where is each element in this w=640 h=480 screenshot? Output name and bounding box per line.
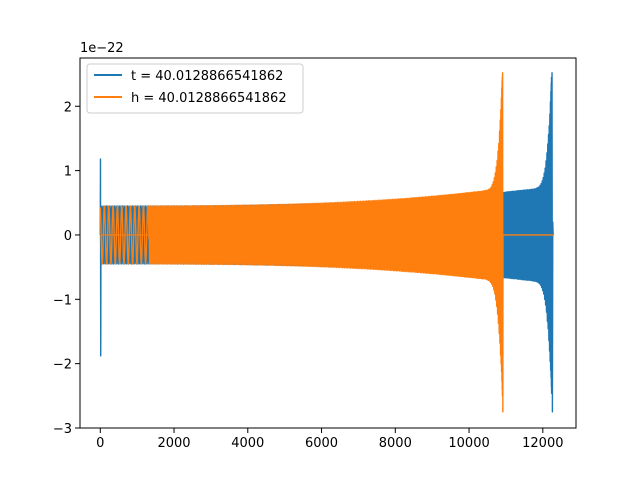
legend-label-t: t = 40.0128866541862: [131, 69, 283, 84]
plot-frame: [79, 57, 577, 429]
x-tick-label: 10000: [448, 436, 489, 451]
legend-label-h: h = 40.0128866541862: [131, 91, 287, 106]
y-axis-ticks: −3 −2 −1 0 1 2: [53, 100, 80, 437]
x-axis-ticks: 0 2000 4000 6000 8000 10000 12000: [96, 428, 563, 451]
y-tick-label: 2: [64, 100, 72, 115]
legend-box: [86, 63, 304, 114]
x-tick-label: 0: [96, 436, 104, 451]
legend: t = 40.0128866541862 h = 40.012886654186…: [86, 63, 304, 114]
y-tick-label: −3: [53, 422, 72, 437]
axes-frame: [79, 57, 577, 429]
y-axis-offset-label: 1e−22: [80, 41, 124, 56]
x-tick-label: 8000: [379, 436, 412, 451]
x-tick-label: 12000: [522, 436, 563, 451]
y-tick-label: −2: [53, 358, 72, 373]
y-tick-label: −1: [53, 293, 72, 308]
x-tick-label: 2000: [157, 436, 190, 451]
y-tick-label: 1: [64, 165, 72, 180]
series-h-line: [99, 72, 554, 413]
series-layer: [99, 72, 554, 413]
y-tick-label: 0: [64, 229, 72, 244]
x-tick-label: 4000: [231, 436, 264, 451]
x-tick-label: 6000: [305, 436, 338, 451]
